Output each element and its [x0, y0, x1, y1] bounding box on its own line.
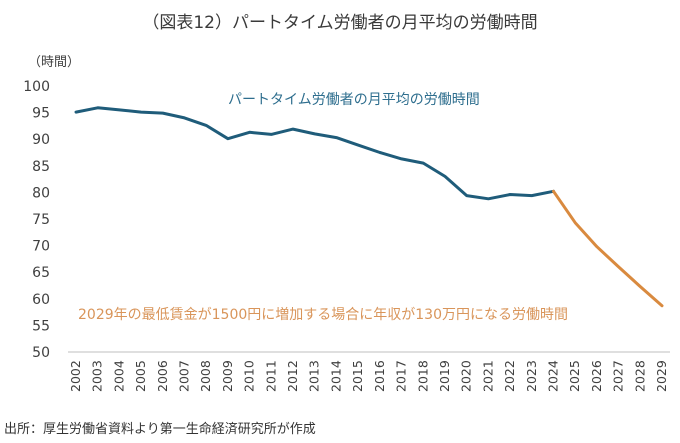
- x-tick-label: 2005: [133, 360, 148, 392]
- y-tick-label: 75: [32, 212, 50, 228]
- x-tick-label: 2017: [394, 360, 409, 392]
- y-tick-label: 55: [32, 318, 50, 334]
- x-tick-label: 2011: [263, 360, 278, 392]
- actual-series-label: パートタイム労働者の月平均の労働時間: [228, 92, 480, 108]
- x-tick-label: 2003: [90, 360, 105, 392]
- actual-series-line: [74, 106, 555, 201]
- x-tick-label: 2025: [567, 360, 582, 392]
- x-tick-label: 2020: [459, 360, 474, 392]
- y-tick-label: 95: [32, 106, 50, 122]
- y-tick-label: 65: [32, 265, 50, 281]
- x-tick-label: 2026: [589, 360, 604, 392]
- x-tick-label: 2006: [155, 360, 170, 392]
- y-tick-label: 70: [32, 239, 50, 255]
- x-tick-label: 2018: [415, 360, 430, 392]
- y-tick-label: 60: [32, 292, 50, 308]
- x-tick-label: 2004: [111, 360, 126, 392]
- x-tick-label: 2027: [611, 360, 626, 392]
- x-tick-label: 2021: [480, 360, 495, 392]
- y-axis-unit: （時間）: [28, 55, 81, 70]
- x-tick-label: 2010: [242, 360, 257, 392]
- x-tick-label: 2029: [654, 360, 669, 392]
- source-note: 出所：厚生労働省資料より第一生命経済研究所が作成: [4, 422, 316, 437]
- x-tick-label: 2002: [68, 360, 83, 392]
- x-tick-label: 2013: [307, 360, 322, 392]
- x-tick-label: 2019: [437, 360, 452, 392]
- x-tick-label: 2014: [328, 360, 343, 392]
- x-tick-label: 2008: [198, 360, 213, 392]
- projection-series-line: [552, 189, 664, 308]
- x-tick-label: 2024: [545, 360, 560, 392]
- x-tick-label: 2022: [502, 360, 517, 392]
- x-tick-label: 2016: [372, 360, 387, 392]
- y-tick-label: 100: [23, 79, 50, 95]
- x-tick-label: 2028: [632, 360, 647, 392]
- y-tick-label: 50: [32, 345, 50, 361]
- x-tick-label: 2015: [350, 360, 365, 392]
- y-tick-label: 80: [32, 185, 50, 201]
- y-tick-label: 90: [32, 132, 50, 148]
- x-tick-label: 2012: [285, 360, 300, 392]
- x-tick-label: 2023: [524, 360, 539, 392]
- projection-series-label: 2029年の最低賃金が1500円に増加する場合に年収が130万円になる労働時間: [78, 307, 568, 323]
- chart-title: （図表12）パートタイム労働者の月平均の労働時間: [142, 13, 538, 33]
- y-tick-label: 85: [32, 159, 50, 175]
- x-tick-label: 2009: [220, 360, 235, 392]
- x-tick-label: 2007: [177, 360, 192, 392]
